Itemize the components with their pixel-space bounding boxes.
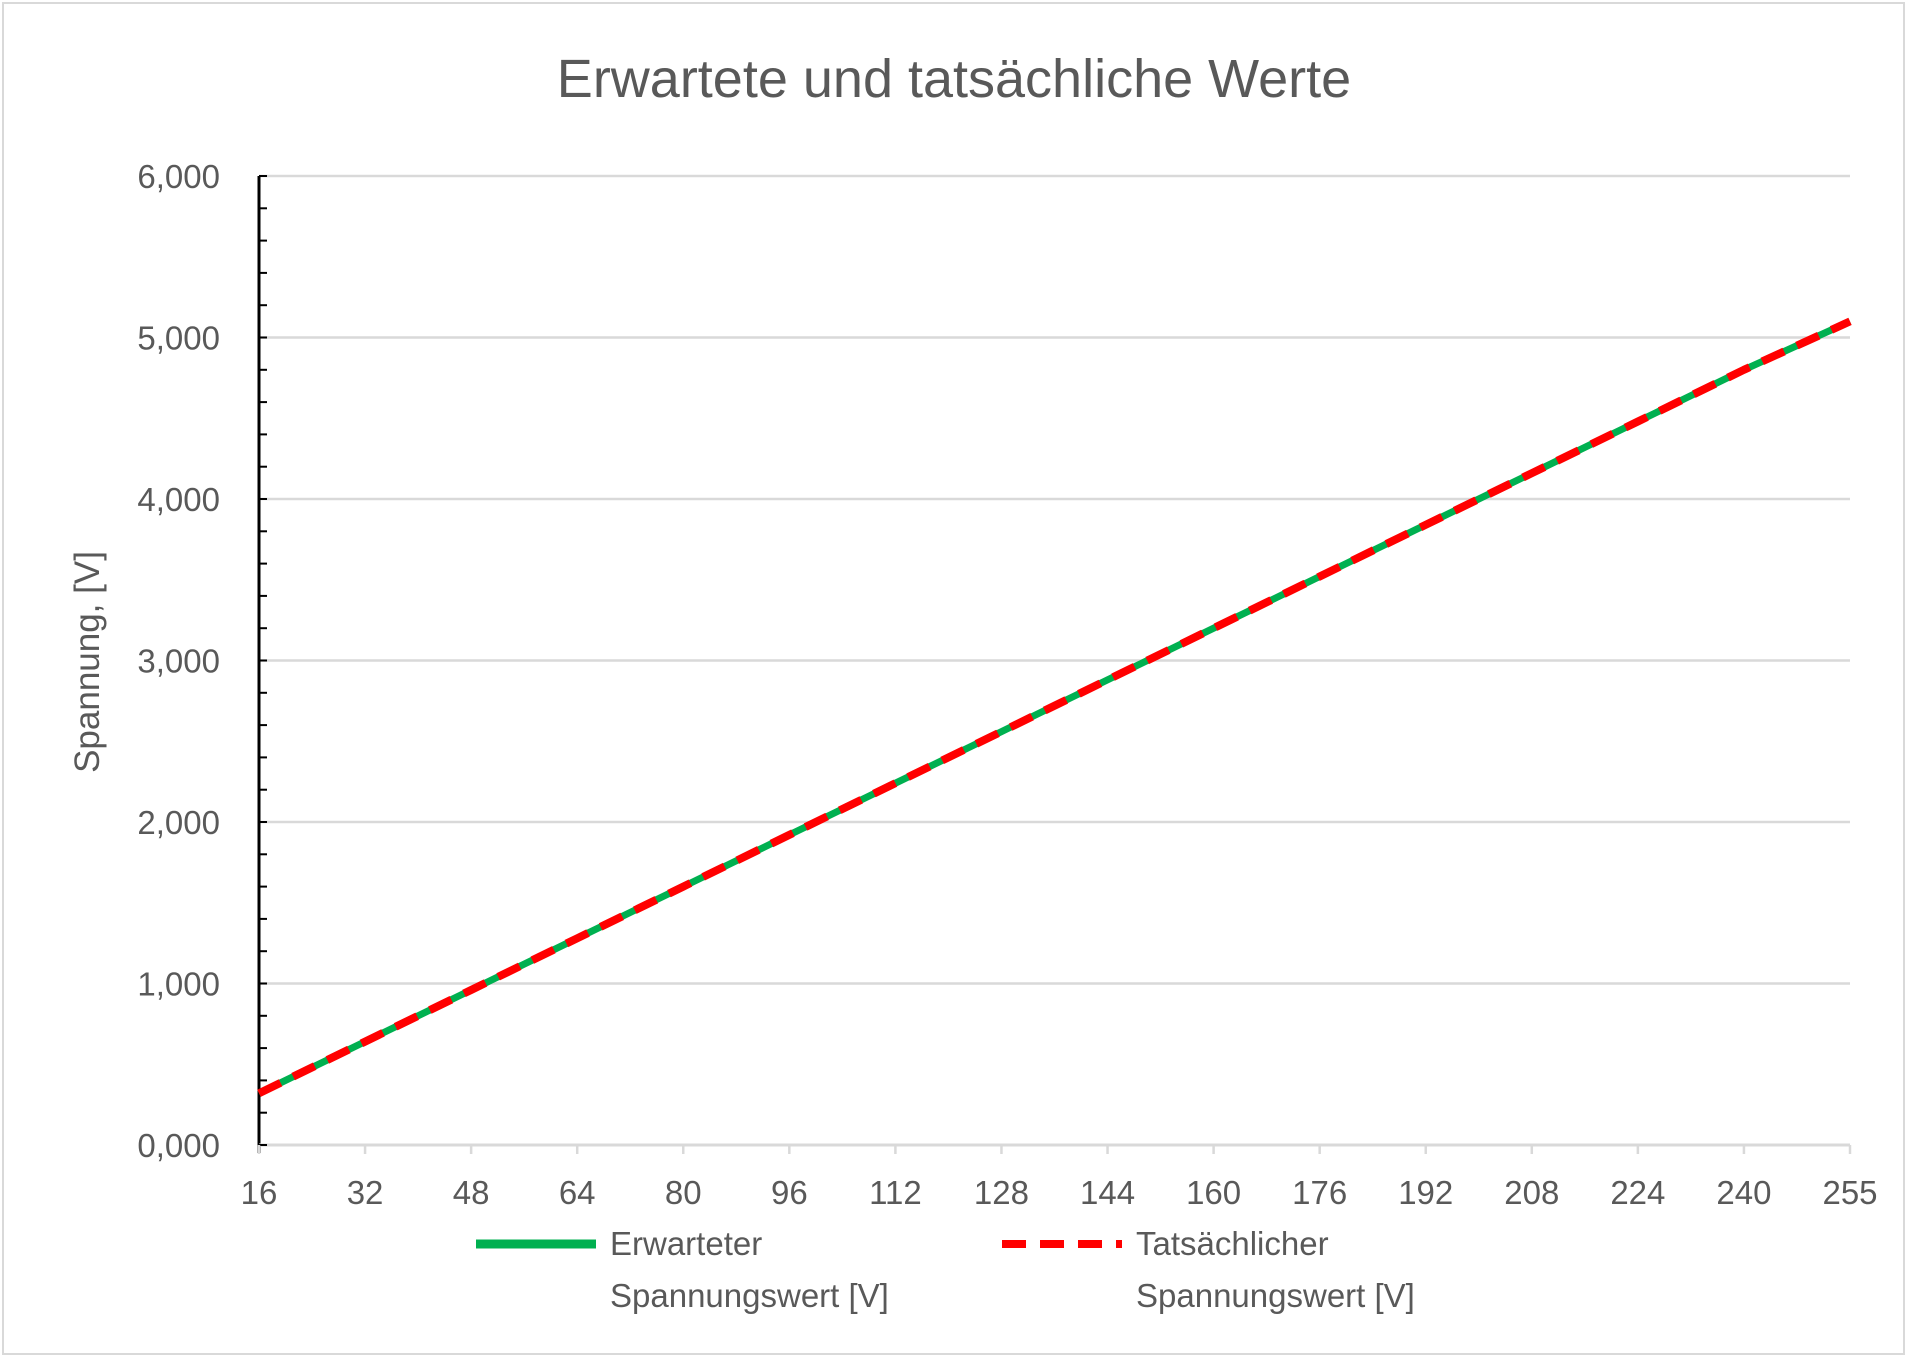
x-tick-label: 80 bbox=[665, 1174, 702, 1211]
x-tick-label: 176 bbox=[1292, 1174, 1347, 1211]
x-tick-label: 128 bbox=[974, 1174, 1029, 1211]
x-tick-label: 32 bbox=[347, 1174, 384, 1211]
y-tick-label: 2,000 bbox=[137, 804, 220, 841]
axes bbox=[257, 175, 1852, 1154]
legend-label: Tatsächlicher bbox=[1136, 1225, 1329, 1262]
x-tick-label: 192 bbox=[1398, 1174, 1453, 1211]
x-tick-label: 224 bbox=[1610, 1174, 1665, 1211]
legend-item-1[interactable]: Erwarteter Spannungswert [V] bbox=[476, 1225, 889, 1314]
x-tick-label: 160 bbox=[1186, 1174, 1241, 1211]
x-tick-label: 16 bbox=[241, 1174, 278, 1211]
y-tick-label: 0,000 bbox=[137, 1127, 220, 1164]
legend-label: Spannungswert [V] bbox=[1136, 1277, 1415, 1314]
x-tick-label: 96 bbox=[771, 1174, 808, 1211]
legend-label: Erwarteter bbox=[610, 1225, 762, 1262]
legend-label: Spannungswert [V] bbox=[610, 1277, 889, 1314]
y-tick-label: 1,000 bbox=[137, 966, 220, 1003]
y-axis-tick-labels: 0,000 1,000 2,000 3,000 4,000 5,000 6,000 bbox=[137, 158, 220, 1164]
x-tick-label: 64 bbox=[559, 1174, 596, 1211]
legend-item-2[interactable]: Tatsächlicher Spannungswert [V] bbox=[1002, 1225, 1415, 1314]
chart-title: Erwartete und tatsächliche Werte bbox=[557, 49, 1351, 109]
x-tick-label: 240 bbox=[1716, 1174, 1771, 1211]
x-axis-tick-labels: 16 32 48 64 80 96 112 128 144 160 176 192 208 224 240 2… bbox=[241, 1174, 1878, 1211]
series-line-2 bbox=[257, 317, 1852, 1097]
x-tick-label: 208 bbox=[1504, 1174, 1559, 1211]
x-tick-label: 255 bbox=[1822, 1174, 1877, 1211]
y-tick-label: 3,000 bbox=[137, 643, 220, 680]
y-tick-label: 5,000 bbox=[137, 320, 220, 357]
y-tick-label: 6,000 bbox=[137, 158, 220, 195]
line-chart: Erwartete und tatsächliche Werte 0,000 1,… bbox=[68, 49, 1878, 1314]
series-lines bbox=[257, 317, 1852, 1097]
gridlines bbox=[259, 174, 1850, 985]
x-tick-label: 144 bbox=[1080, 1174, 1135, 1211]
x-tick-label: 48 bbox=[453, 1174, 490, 1211]
y-axis-title: Spannung, [V] bbox=[68, 551, 107, 773]
y-tick-label: 4,000 bbox=[137, 481, 220, 518]
x-tick-label: 112 bbox=[869, 1174, 922, 1211]
